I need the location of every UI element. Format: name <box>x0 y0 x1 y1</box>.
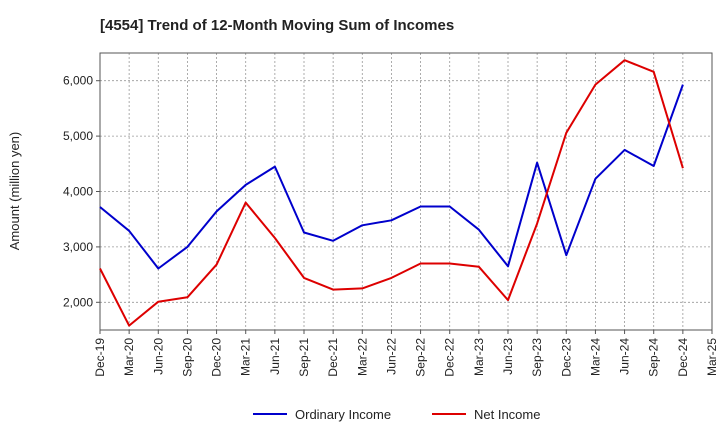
grid <box>100 53 712 330</box>
x-tick-label: Mar-22 <box>355 338 369 376</box>
y-tick-label: 3,000 <box>63 240 93 254</box>
series-line-net-income <box>99 59 684 327</box>
x-tick-label: Dec-23 <box>559 338 573 377</box>
y-tick-label: 4,000 <box>63 185 93 199</box>
y-tick-label: 6,000 <box>63 74 93 88</box>
y-tick-label: 2,000 <box>63 295 93 309</box>
x-tick-label: Dec-24 <box>676 338 690 377</box>
x-tick-label: Jun-21 <box>268 338 282 375</box>
x-tick-label: Mar-25 <box>705 338 719 376</box>
y-axis-ticks: 2,000 3,000 4,000 5,000 6,000 <box>63 74 100 309</box>
x-tick-label: Mar-24 <box>588 338 602 376</box>
legend: Ordinary Income Net Income <box>253 407 540 422</box>
x-tick-label: Jun-23 <box>501 338 515 375</box>
x-tick-label: Dec-20 <box>210 338 224 377</box>
x-tick-label: Mar-23 <box>472 338 486 376</box>
x-tick-label: Sep-22 <box>414 338 428 377</box>
legend-label-net-income: Net Income <box>474 407 540 422</box>
series-layer <box>99 59 684 327</box>
x-tick-label: Jun-22 <box>384 338 398 375</box>
x-axis-ticks: Dec-19 Mar-20 Jun-20 Sep-20 Dec-20 Mar-21 Jun-… <box>93 330 719 377</box>
legend-label-ordinary-income: Ordinary Income <box>295 407 391 422</box>
y-tick-label: 5,000 <box>63 129 93 143</box>
x-tick-label: Mar-20 <box>122 338 136 376</box>
x-tick-label: Sep-21 <box>297 338 311 377</box>
x-tick-label: Dec-21 <box>326 338 340 377</box>
x-tick-label: Sep-23 <box>530 338 544 377</box>
chart-title: [4554] Trend of 12-Month Moving Sum of I… <box>100 17 454 34</box>
x-tick-label: Sep-20 <box>180 338 194 377</box>
x-tick-label: Mar-21 <box>239 338 253 376</box>
x-tick-label: Sep-24 <box>647 338 661 377</box>
x-tick-label: Dec-22 <box>443 338 457 377</box>
x-tick-label: Jun-20 <box>151 338 165 375</box>
x-tick-label: Dec-19 <box>93 338 107 377</box>
x-tick-label: Jun-24 <box>618 338 632 375</box>
series-line-ordinary-income <box>99 84 684 270</box>
y-axis-label: Amount (million yen) <box>7 132 22 251</box>
